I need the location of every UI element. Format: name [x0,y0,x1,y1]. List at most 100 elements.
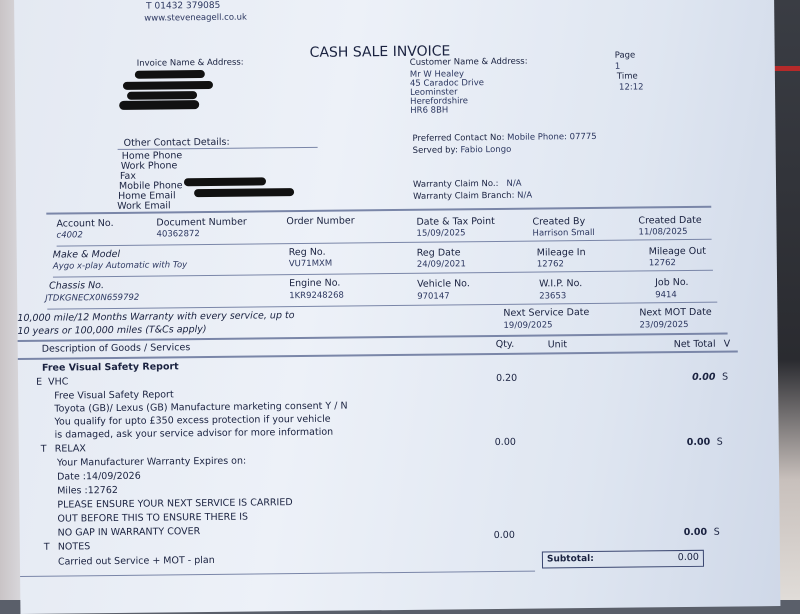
item-name: NOTES [57,541,91,553]
subtotal-box: Subtotal: 0.00 [541,549,705,569]
item-qty: 0.00 [493,529,515,542]
engine-no-label: Engine No. [288,277,341,290]
item-vat: S [716,436,723,448]
divider [52,269,713,278]
engine-no-value: 1KR9248268 [289,290,344,302]
warranty-claim-no-label: Warranty Claim No.: [412,178,499,190]
next-service-label: Next Service Date [503,306,590,319]
section-title: Free Visual Safety Report [41,361,179,374]
reg-no-value: VU71MXM [288,258,333,270]
page-value: 1 [614,61,621,72]
qty-header: Qty. [495,338,515,350]
redaction [194,188,295,198]
subtotal-label: Subtotal: [546,553,594,565]
preferred-contact-value: Mobile Phone: 07775 [507,131,597,143]
account-no-value: c4002 [56,230,83,241]
reg-date-label: Reg Date [416,247,461,259]
created-by-value: Harrison Small [532,227,595,239]
document-number-value: 40362872 [156,229,200,240]
vat-header: V [723,338,731,350]
warranty-claim-branch-label: Warranty Claim Branch: [413,190,515,202]
item-net: 0.00 [691,371,716,383]
order-number-label: Order Number [286,215,355,228]
created-date-value: 11/08/2025 [638,226,688,238]
item-net: 0.00 [686,436,711,448]
preferred-contact-label: Preferred Contact No: [412,132,505,144]
redaction [119,100,200,110]
divider [47,301,718,310]
time-label: Time [616,71,638,82]
divider [20,570,536,577]
warranty-claim-no-value: N/A [506,178,522,189]
item-note: OUT BEFORE THIS TO ENSURE THERE IS [57,511,249,525]
date-tax-point-value: 15/09/2025 [416,228,466,239]
created-date-label: Created Date [638,214,702,227]
warranty-claim-branch-value: N/A [517,190,533,201]
served-by-label: Served by: [412,145,458,156]
mileage-in-value: 12762 [536,259,564,270]
invoice-paper: T 01432 379085 www.steveneagell.co.uk CA… [14,0,781,614]
item-note: Carried out Service + MOT - plan [57,554,215,568]
mileage-out-value: 12762 [648,258,676,269]
reg-no-label: Reg No. [288,246,326,259]
make-model-label: Make & Model [52,248,121,261]
contact-field: Work Email [117,200,171,212]
job-no-value: 9414 [655,290,677,301]
item-note: You qualify for upto £350 excess protect… [54,413,331,428]
item-note: PLEASE ENSURE YOUR NEXT SERVICE IS CARRI… [57,497,293,511]
chassis-no-label: Chassis No. [49,280,105,292]
item-vat: S [721,371,729,383]
time-value: 12:12 [618,82,644,93]
item-note: is damaged, ask your service advisor for… [54,426,334,441]
net-total-header: Net Total [673,338,716,351]
description-header: Description of Goods / Services [41,342,191,355]
reg-date-value: 24/09/2021 [416,259,466,270]
date-tax-point-label: Date & Tax Point [416,215,495,228]
job-no-label: Job No. [655,276,689,289]
page-label: Page [614,50,636,61]
next-service-value: 19/09/2025 [503,320,553,331]
customer-label: Customer Name & Address: [409,56,528,68]
item-note: Your Manufacturer Warranty Expires on: [56,455,247,469]
item-qty: 0.00 [494,436,516,448]
chassis-no-value: JTDKGNECX0N659792 [45,292,140,304]
vehicle-no-label: Vehicle No. [417,278,470,290]
item-code: T [40,443,47,455]
item-note: Toyota (GB)/ Lexus (GB) Manufacture mark… [54,400,348,415]
vehicle-no-value: 970147 [417,291,450,302]
item-name: RELAX [54,443,86,455]
phone: T 01432 379085 [146,0,221,12]
unit-header: Unit [547,339,568,351]
mileage-in-label: Mileage In [536,247,586,259]
created-by-label: Created By [532,216,586,228]
redaction [122,80,214,90]
wip-no-value: 23653 [539,291,567,302]
item-name: VHC [48,376,69,388]
served-by-value: Fabio Longo [460,144,512,156]
item-note: NO GAP IN WARRANTY COVER [57,526,201,539]
item-code: T [43,541,50,553]
invoice-address-label: Invoice Name & Address: [136,57,244,69]
website: www.steveneagell.co.uk [144,12,247,24]
item-note: Miles :12762 [57,484,118,497]
wip-no-label: W.I.P. No. [539,278,583,290]
warranty-line-2: 10 years or 100,000 miles (T&Cs apply) [17,324,207,337]
redaction [127,91,198,100]
mileage-out-label: Mileage Out [648,245,707,258]
item-note: Date :14/09/2026 [57,470,141,483]
divider [56,238,712,247]
account-no-label: Account No. [56,217,114,230]
item-net: 0.00 [683,526,708,539]
customer-line: HR6 8BH [410,105,449,116]
item-note: Free Visual Safety Report [54,389,174,402]
next-mot-value: 23/09/2025 [639,319,689,331]
warranty-line-1: 10,000 mile/12 Months Warranty with ever… [17,310,295,324]
next-mot-label: Next MOT Date [639,306,712,319]
redaction [183,177,267,187]
document-number-label: Document Number [156,216,247,229]
item-code: E [36,376,43,388]
redaction [134,70,205,79]
item-vat: S [713,526,720,538]
item-qty: 0.20 [495,372,518,384]
subtotal-value: 0.00 [677,551,699,564]
